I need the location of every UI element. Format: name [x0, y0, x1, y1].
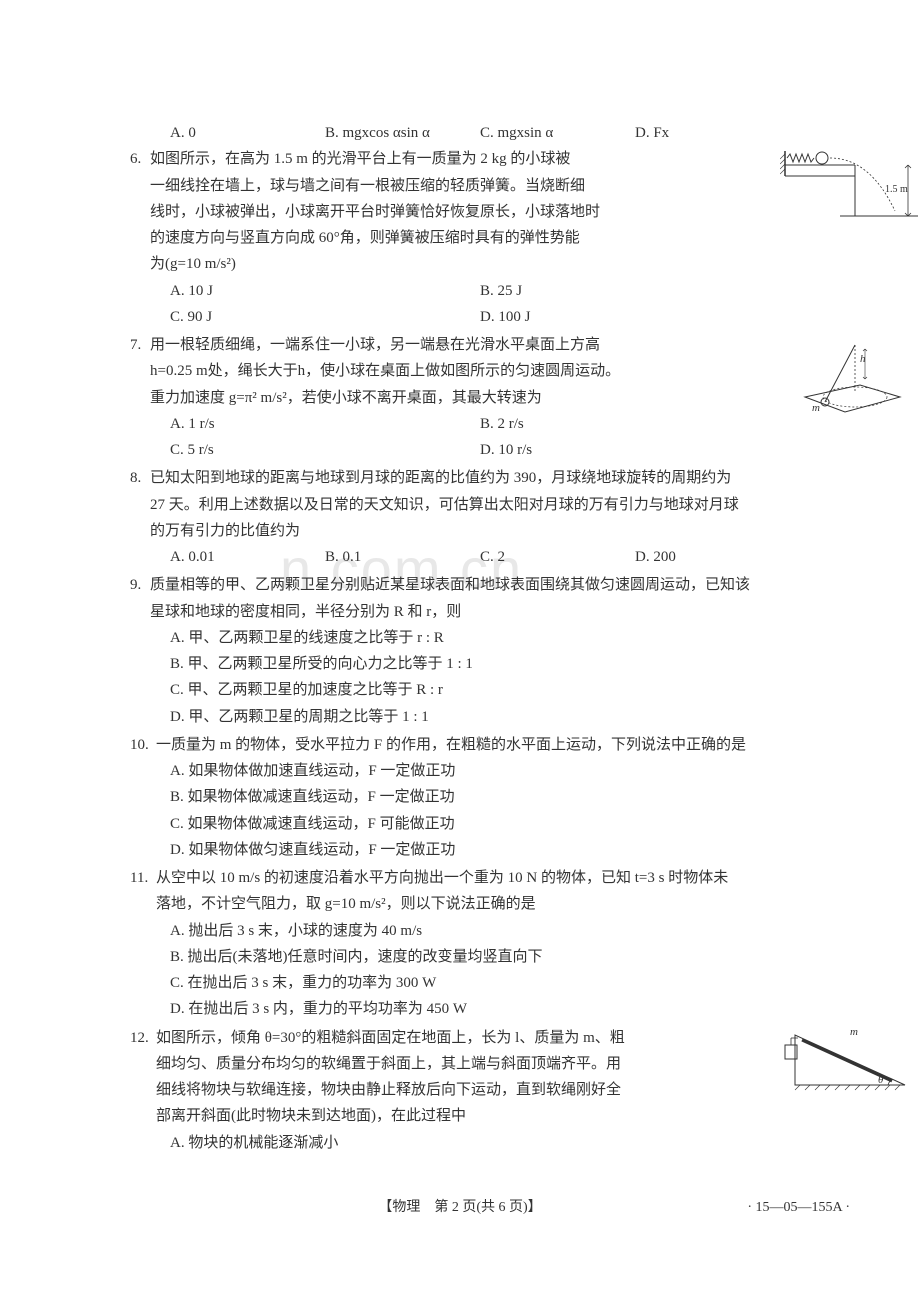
q8-opt-b: B. 0.1 [325, 544, 480, 570]
q10-num: 10. [130, 732, 149, 758]
q5-opt-c: C. mgxsin α [480, 120, 635, 146]
q7-opt-a: A. 1 r/s [170, 411, 480, 437]
q7-line1: 用一根轻质细绳，一端系住一小球，另一端悬在光滑水平桌面上方高 [150, 332, 790, 358]
q6-opt-b: B. 25 J [480, 278, 790, 304]
q7-opt-d: D. 10 r/s [480, 437, 790, 463]
q11-num: 11. [130, 865, 148, 891]
q9-opt-d: D. 甲、乙两颗卫星的周期之比等于 1 : 1 [130, 704, 790, 730]
q8-line2: 27 天。利用上述数据以及日常的天文知识，可估算出太阳对月球的万有引力与地球对月… [150, 492, 790, 518]
q12-figure: m θ [780, 1025, 915, 1109]
q7-opt-c: C. 5 r/s [170, 437, 480, 463]
q9-num: 9. [130, 572, 141, 598]
q6-line1: 如图所示，在高为 1.5 m 的光滑平台上有一质量为 2 kg 的小球被 [150, 146, 790, 172]
q6-opt-a: A. 10 J [170, 278, 480, 304]
svg-text:θ: θ [878, 1074, 884, 1086]
q10-opt-c: C. 如果物体做减速直线运动，F 可能做正功 [130, 811, 790, 837]
q8-opt-a: A. 0.01 [170, 544, 325, 570]
q5-opt-d: D. Fx [635, 120, 790, 146]
footer-right: · 15—05—155A · [747, 1196, 850, 1221]
q11-opt-b: B. 抛出后(未落地)任意时间内，速度的改变量均竖直向下 [130, 944, 790, 970]
q9-opt-c: C. 甲、乙两颗卫星的加速度之比等于 R : r [130, 677, 790, 703]
q7-num: 7. [130, 332, 141, 358]
q7-opt-b: B. 2 r/s [480, 411, 790, 437]
q11-line2: 落地，不计空气阻力，取 g=10 m/s²，则以下说法正确的是 [156, 891, 790, 917]
q5-options: A. 0 B. mgxcos αsin α C. mgxsin α D. Fx [130, 120, 790, 146]
question-12: m θ 12. 如图所示，倾角 θ=30°的粗糙斜面固定在地面上，长为 l、质量… [130, 1025, 790, 1156]
page-footer: 【物理 第 2 页(共 6 页)】 · 15—05—155A · [130, 1196, 790, 1221]
q10-line1: 一质量为 m 的物体，受水平拉力 F 的作用，在粗糙的水平面上运动，下列说法中正… [156, 732, 790, 758]
q12-opt-a: A. 物块的机械能逐渐减小 [130, 1130, 790, 1156]
question-6: 1.5 m 6. 如图所示，在高为 1.5 m 的光滑平台上有一质量为 2 kg… [130, 146, 790, 330]
q6-opt-d: D. 100 J [480, 304, 790, 330]
q8-line1: 已知太阳到地球的距离与地球到月球的距离的比值约为 390，月球绕地球旋转的周期约… [150, 465, 790, 491]
q6-opt-c: C. 90 J [170, 304, 480, 330]
q6-line4: 的速度方向与竖直方向成 60°角，则弹簧被压缩时具有的弹性势能 [150, 225, 790, 251]
question-8: 8. 已知太阳到地球的距离与地球到月球的距离的比值约为 390，月球绕地球旋转的… [130, 465, 790, 570]
q10-opt-a: A. 如果物体做加速直线运动，F 一定做正功 [130, 758, 790, 784]
q5-opt-b: B. mgxcos αsin α [325, 120, 480, 146]
q7-line2: h=0.25 m处，绳长大于h，使小球在桌面上做如图所示的匀速圆周运动。 [150, 358, 790, 384]
q12-line2: 细均匀、质量分布均匀的软绳置于斜面上，其上端与斜面顶端齐平。用 [156, 1051, 790, 1077]
q7-line3: 重力加速度 g=π² m/s²，若使小球不离开桌面，其最大转速为 [150, 385, 790, 411]
q8-line3: 的万有引力的比值约为 [150, 518, 790, 544]
question-9: 9. 质量相等的甲、乙两颗卫星分别贴近某星球表面和地球表面围绕其做匀速圆周运动，… [130, 572, 790, 730]
q9-line1: 质量相等的甲、乙两颗卫星分别贴近某星球表面和地球表面围绕其做匀速圆周运动，已知该 [150, 572, 790, 598]
q7-figure: h m [790, 337, 910, 436]
q6-line2: 一细线拴在墙上，球与墙之间有一根被压缩的轻质弹簧。当烧断细 [150, 173, 790, 199]
q11-opt-d: D. 在抛出后 3 s 内，重力的平均功率为 450 W [130, 996, 790, 1022]
q12-line3: 细线将物块与软绳连接，物块由静止释放后向下运动，直到软绳刚好全 [156, 1077, 790, 1103]
question-10: 10. 一质量为 m 的物体，受水平拉力 F 的作用，在粗糙的水平面上运动，下列… [130, 732, 790, 863]
svg-text:m: m [812, 402, 820, 414]
q6-figure: 1.5 m [780, 146, 920, 235]
q12-num: 12. [130, 1025, 149, 1051]
q9-opt-b: B. 甲、乙两颗卫星所受的向心力之比等于 1 : 1 [130, 651, 790, 677]
q5-opt-a: A. 0 [170, 120, 325, 146]
q6-num: 6. [130, 146, 141, 172]
q6-line3: 线时，小球被弹出，小球离开平台时弹簧恰好恢复原长，小球落地时 [150, 199, 790, 225]
q9-opt-a: A. 甲、乙两颗卫星的线速度之比等于 r : R [130, 625, 790, 651]
q10-opt-d: D. 如果物体做匀速直线运动，F 一定做正功 [130, 837, 790, 863]
q9-line2: 星球和地球的密度相同，半径分别为 R 和 r，则 [150, 599, 790, 625]
q6-fig-label: 1.5 m [885, 184, 908, 195]
footer-center: 【物理 第 2 页(共 6 页)】 [378, 1196, 541, 1221]
q6-line5: 为(g=10 m/s²) [150, 251, 790, 277]
q8-opt-d: D. 200 [635, 544, 790, 570]
question-7: h m 7. 用一根轻质细绳，一端系住一小球，另一端悬在光滑水平桌面上方高 h=… [130, 332, 790, 463]
q11-opt-a: A. 抛出后 3 s 末，小球的速度为 40 m/s [130, 918, 790, 944]
svg-text:m: m [850, 1026, 858, 1038]
q8-opt-c: C. 2 [480, 544, 635, 570]
q11-opt-c: C. 在抛出后 3 s 末，重力的功率为 300 W [130, 970, 790, 996]
question-11: 11. 从空中以 10 m/s 的初速度沿着水平方向抛出一个重为 10 N 的物… [130, 865, 790, 1023]
q10-opt-b: B. 如果物体做减速直线运动，F 一定做正功 [130, 784, 790, 810]
q11-line1: 从空中以 10 m/s 的初速度沿着水平方向抛出一个重为 10 N 的物体，已知… [156, 865, 790, 891]
q12-line1: 如图所示，倾角 θ=30°的粗糙斜面固定在地面上，长为 l、质量为 m、粗 [156, 1025, 790, 1051]
q12-line4: 部离开斜面(此时物块未到达地面)，在此过程中 [156, 1103, 790, 1129]
q8-num: 8. [130, 465, 141, 491]
